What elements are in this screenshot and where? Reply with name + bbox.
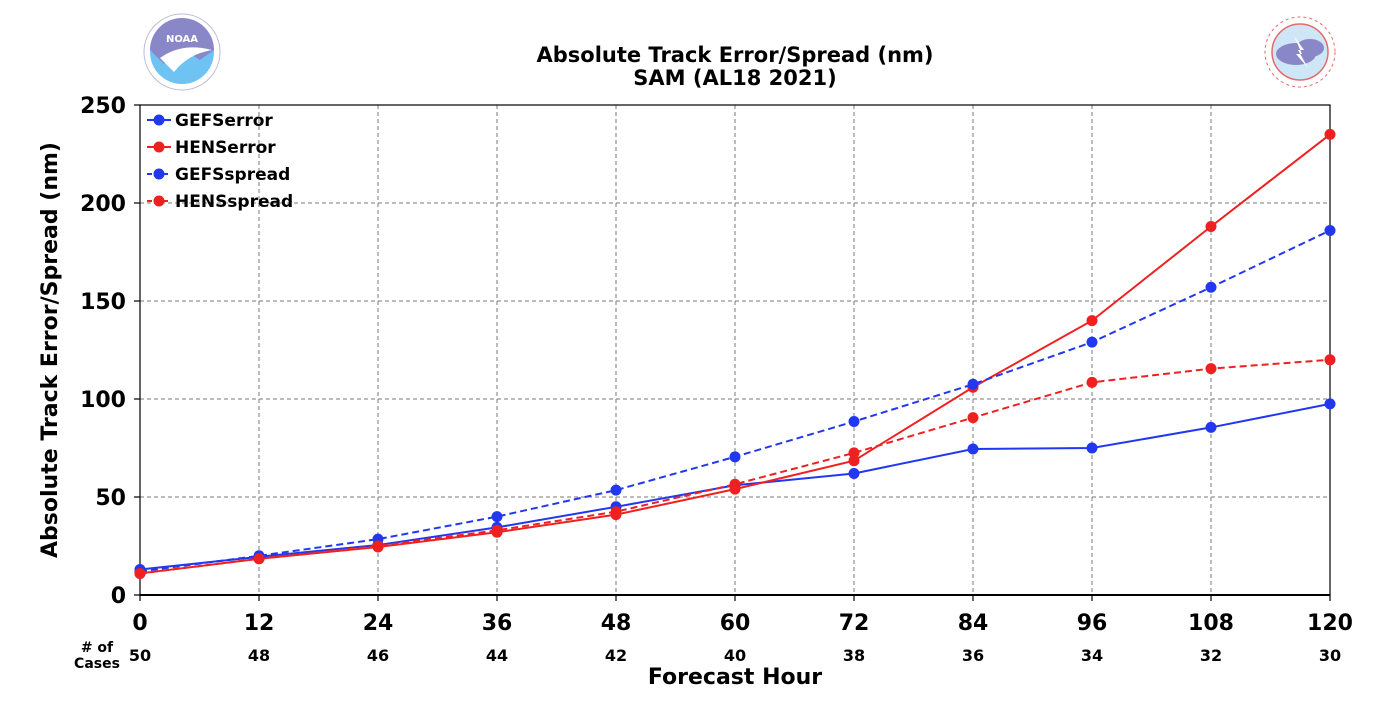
legend: GEFSerror HENSerror GEFSspread HENSspread xyxy=(147,111,293,212)
legend-item-gefserror: GEFSerror xyxy=(147,111,273,131)
legend-item-hensspread: HENSspread xyxy=(147,192,293,212)
noaa-logo-icon: NOAA xyxy=(143,13,221,91)
nws-logo-icon xyxy=(1262,14,1338,90)
cases-count: 30 xyxy=(1319,646,1341,665)
axes xyxy=(134,104,1331,601)
noaa-logo-text: NOAA xyxy=(166,34,198,45)
data-point-hensspread xyxy=(372,540,384,552)
grid xyxy=(140,105,1330,595)
x-tick-label: 48 xyxy=(601,611,632,636)
legend-marker xyxy=(153,141,165,153)
data-point-gefsspread xyxy=(1086,336,1098,348)
data-point-gefserror xyxy=(1324,398,1336,410)
x-tick-label: 0 xyxy=(132,611,147,636)
data-point-gefsspread xyxy=(1205,281,1217,293)
data-point-gefsspread xyxy=(610,484,622,496)
cases-count: 34 xyxy=(1081,646,1103,665)
x-tick-label: 96 xyxy=(1077,611,1108,636)
data-point-hensspread xyxy=(1086,376,1098,388)
x-tick-label: 12 xyxy=(244,611,275,636)
data-point-gefsspread xyxy=(491,511,503,523)
y-tick-label: 0 xyxy=(111,584,126,609)
legend-item-henserror: HENSerror xyxy=(147,138,276,158)
y-tick-label: 200 xyxy=(80,192,126,217)
x-tick-label: 24 xyxy=(363,611,394,636)
legend-marker xyxy=(153,114,165,126)
data-point-hensspread xyxy=(1324,354,1336,366)
cases-header: # of Cases xyxy=(74,640,120,672)
series-layer xyxy=(134,128,1336,579)
cases-count: 48 xyxy=(248,646,270,665)
data-point-hensspread xyxy=(610,506,622,518)
x-tick-label: 120 xyxy=(1307,611,1353,636)
y-tick-label: 50 xyxy=(95,486,126,511)
data-point-gefserror xyxy=(848,467,860,479)
x-tick-label: 84 xyxy=(958,611,989,636)
cases-count: 42 xyxy=(605,646,627,665)
legend-label: HENSspread xyxy=(175,192,293,212)
cases-count: 36 xyxy=(962,646,984,665)
data-point-hensspread xyxy=(848,447,860,459)
data-point-hensspread xyxy=(1205,363,1217,375)
data-point-gefsspread xyxy=(848,416,860,428)
data-point-gefsspread xyxy=(729,451,741,463)
cases-row: 50 48 46 44 42 40 38 36 34 32 30 # of Cases xyxy=(74,640,1341,672)
data-point-hensspread xyxy=(491,524,503,536)
y-tick-label: 100 xyxy=(80,388,126,413)
legend-marker xyxy=(153,195,165,207)
y-tick-label: 150 xyxy=(80,290,126,315)
data-point-henserror xyxy=(1324,128,1336,140)
data-point-henserror xyxy=(1205,221,1217,233)
data-point-gefsspread xyxy=(1324,224,1336,236)
cases-count: 40 xyxy=(724,646,746,665)
data-point-gefserror xyxy=(967,443,979,455)
x-axis-label: Forecast Hour xyxy=(648,665,822,690)
legend-item-gefsspread: GEFSspread xyxy=(147,165,290,185)
data-point-gefsspread xyxy=(967,378,979,390)
data-point-gefserror xyxy=(1205,421,1217,433)
data-point-hensspread xyxy=(967,412,979,424)
tick-labels: 0 12 24 36 48 60 72 84 96 108 120 0 50 100 150 200 250 xyxy=(80,94,1353,636)
cases-count: 44 xyxy=(486,646,508,665)
legend-label: GEFSerror xyxy=(175,111,273,131)
data-point-hensspread xyxy=(253,553,265,565)
y-tick-label: 250 xyxy=(80,94,126,119)
cases-count: 38 xyxy=(843,646,865,665)
x-tick-label: 72 xyxy=(839,611,870,636)
legend-marker xyxy=(153,168,165,180)
legend-label: GEFSspread xyxy=(175,165,290,185)
data-point-gefserror xyxy=(1086,442,1098,454)
chart-title: Absolute Track Error/Spread (nm) xyxy=(536,43,933,67)
cases-count: 32 xyxy=(1200,646,1222,665)
legend-label: HENSerror xyxy=(175,138,276,158)
series-hensspread xyxy=(134,354,1336,579)
series-line-hensspread xyxy=(139,358,1331,575)
x-tick-label: 36 xyxy=(482,611,513,636)
data-point-henserror xyxy=(1086,315,1098,327)
data-point-henserror xyxy=(848,455,860,467)
cases-count: 50 xyxy=(129,646,151,665)
x-tick-label: 108 xyxy=(1188,611,1234,636)
data-point-hensspread xyxy=(134,567,146,579)
data-point-hensspread xyxy=(729,478,741,490)
cases-count: 46 xyxy=(367,646,389,665)
x-tick-label: 60 xyxy=(720,611,751,636)
y-axis-label: Absolute Track Error/Spread (nm) xyxy=(38,142,63,558)
chart-subtitle: SAM (AL18 2021) xyxy=(633,66,836,90)
